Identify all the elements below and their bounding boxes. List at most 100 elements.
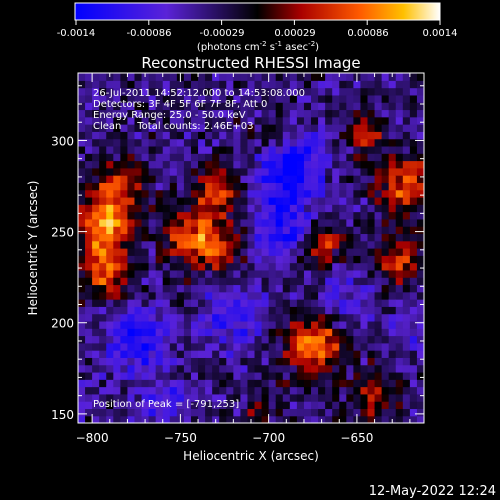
heatmap-cell bbox=[162, 299, 171, 307]
heatmap-cell bbox=[205, 175, 213, 183]
heatmap-cell bbox=[254, 226, 263, 235]
heatmap-cell bbox=[289, 393, 298, 402]
heatmap-cell bbox=[409, 291, 418, 300]
heatmap-cell bbox=[332, 226, 340, 235]
heatmap-cell bbox=[78, 393, 86, 402]
heatmap-cell bbox=[162, 306, 171, 315]
heatmap-cell bbox=[190, 102, 199, 111]
heatmap-cell bbox=[303, 160, 312, 169]
heatmap-cell bbox=[381, 357, 390, 366]
heatmap-cell bbox=[360, 328, 369, 337]
heatmap-cell bbox=[183, 313, 192, 322]
heatmap-cell bbox=[127, 371, 136, 380]
heatmap-cell bbox=[395, 284, 404, 293]
heatmap-cell bbox=[311, 350, 319, 358]
heatmap-cell bbox=[282, 277, 291, 286]
heatmap-cell bbox=[332, 350, 340, 358]
heatmap-cell bbox=[85, 269, 93, 278]
heatmap-cell bbox=[141, 153, 150, 162]
heatmap-cell bbox=[169, 211, 178, 220]
heatmap-cell bbox=[113, 248, 121, 256]
heatmap-cell bbox=[106, 211, 114, 220]
heatmap-cell bbox=[374, 342, 383, 351]
heatmap-cell bbox=[212, 350, 220, 358]
heatmap-cell bbox=[360, 102, 369, 111]
heatmap-cell bbox=[289, 262, 298, 271]
heatmap-cell bbox=[85, 160, 93, 169]
heatmap-cell bbox=[261, 299, 270, 307]
heatmap-cell bbox=[318, 262, 326, 271]
heatmap-cell bbox=[176, 240, 185, 249]
heatmap-cell bbox=[85, 109, 93, 118]
heatmap-cell bbox=[106, 196, 114, 205]
heatmap-cell bbox=[318, 145, 326, 154]
heatmap-cell bbox=[219, 211, 227, 220]
heatmap-cell bbox=[332, 240, 340, 249]
heatmap-cell bbox=[261, 94, 270, 103]
heatmap-cell bbox=[148, 94, 157, 103]
heatmap-cell bbox=[388, 335, 397, 344]
heatmap-cell bbox=[162, 284, 171, 293]
heatmap-cell bbox=[289, 153, 298, 162]
heatmap-cell bbox=[162, 379, 171, 388]
heatmap-cell bbox=[162, 196, 171, 205]
heatmap-cell bbox=[388, 218, 397, 227]
heatmap-cell bbox=[353, 240, 362, 249]
heatmap-cell bbox=[198, 116, 206, 125]
heatmap-cell bbox=[155, 313, 164, 322]
heatmap-cell bbox=[85, 73, 93, 81]
heatmap-cell bbox=[332, 248, 340, 256]
heatmap-cell bbox=[183, 357, 192, 366]
heatmap-cell bbox=[190, 262, 199, 271]
heatmap-cell bbox=[99, 240, 107, 249]
heatmap-cell bbox=[275, 124, 284, 132]
heatmap-cell bbox=[141, 393, 150, 402]
heatmap-cell bbox=[416, 291, 424, 300]
heatmap-cell bbox=[212, 211, 220, 220]
heatmap-cell bbox=[409, 313, 418, 322]
heatmap-cell bbox=[303, 87, 312, 96]
heatmap-cell bbox=[353, 393, 362, 402]
heatmap-cell bbox=[318, 80, 326, 89]
heatmap-cell bbox=[247, 233, 256, 242]
heatmap-cell bbox=[205, 386, 213, 395]
heatmap-cell bbox=[268, 182, 277, 191]
heatmap-cell bbox=[360, 284, 369, 293]
heatmap-cell bbox=[85, 379, 93, 388]
heatmap-cell bbox=[134, 102, 143, 111]
heatmap-cell bbox=[176, 204, 185, 213]
heatmap-cell bbox=[99, 255, 107, 264]
heatmap-cell bbox=[120, 226, 129, 235]
heatmap-cell bbox=[268, 87, 277, 96]
heatmap-cell bbox=[367, 124, 376, 132]
heatmap-cell bbox=[233, 102, 242, 111]
heatmap-cell bbox=[409, 80, 418, 89]
heatmap-cell bbox=[325, 138, 333, 147]
heatmap-cell bbox=[92, 262, 100, 271]
heatmap-cell bbox=[268, 116, 277, 125]
heatmap-cell bbox=[92, 211, 100, 220]
heatmap-cell bbox=[268, 262, 277, 271]
heatmap-cell bbox=[113, 175, 121, 183]
heatmap-cell bbox=[99, 189, 107, 198]
heatmap-cell bbox=[303, 153, 312, 162]
heatmap-cell bbox=[409, 393, 418, 402]
heatmap-cell bbox=[275, 364, 284, 373]
heatmap-cell bbox=[78, 145, 86, 154]
heatmap-cell bbox=[113, 379, 121, 388]
heatmap-cell bbox=[183, 277, 192, 286]
heatmap-cell bbox=[212, 320, 220, 329]
heatmap-cell bbox=[169, 196, 178, 205]
heatmap-cell bbox=[198, 291, 206, 300]
heatmap-cell bbox=[176, 408, 185, 417]
heatmap-cell bbox=[190, 415, 199, 423]
heatmap-cell bbox=[169, 160, 178, 169]
heatmap-cell bbox=[78, 299, 86, 307]
heatmap-cell bbox=[92, 167, 100, 176]
heatmap-cell bbox=[282, 350, 291, 358]
heatmap-cell bbox=[85, 306, 93, 315]
heatmap-cell bbox=[353, 233, 362, 242]
heatmap-cell bbox=[190, 218, 199, 227]
heatmap-cell bbox=[268, 371, 277, 380]
heatmap-cell bbox=[219, 182, 227, 191]
